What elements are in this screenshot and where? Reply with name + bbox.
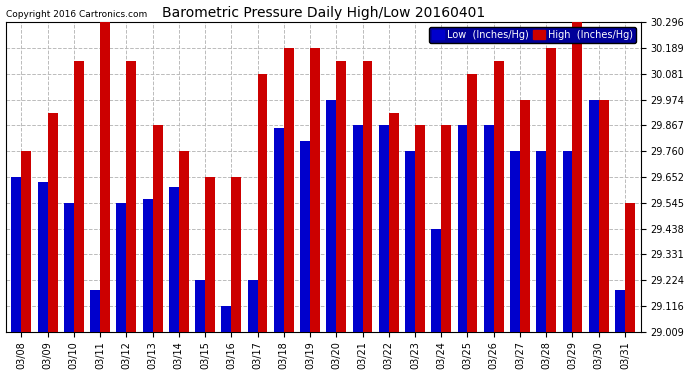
Title: Barometric Pressure Daily High/Low 20160401: Barometric Pressure Daily High/Low 20160…: [161, 6, 485, 20]
Bar: [195, 280, 205, 332]
Bar: [494, 61, 504, 332]
Bar: [257, 74, 268, 332]
Bar: [63, 203, 74, 332]
Bar: [284, 48, 294, 332]
Bar: [599, 100, 609, 332]
Bar: [510, 151, 520, 332]
Bar: [90, 290, 100, 332]
Bar: [248, 280, 257, 332]
Bar: [573, 22, 582, 332]
Legend: Low  (Inches/Hg), High  (Inches/Hg): Low (Inches/Hg), High (Inches/Hg): [429, 27, 636, 43]
Bar: [457, 125, 468, 332]
Bar: [126, 61, 136, 332]
Bar: [300, 141, 310, 332]
Bar: [310, 48, 320, 332]
Bar: [546, 48, 556, 332]
Bar: [336, 61, 346, 332]
Bar: [441, 125, 451, 332]
Bar: [274, 128, 284, 332]
Bar: [48, 112, 57, 332]
Bar: [405, 151, 415, 332]
Bar: [11, 177, 21, 332]
Bar: [221, 306, 231, 332]
Bar: [143, 199, 152, 332]
Bar: [379, 125, 388, 332]
Bar: [589, 100, 599, 332]
Bar: [536, 151, 546, 332]
Bar: [100, 22, 110, 332]
Bar: [37, 182, 48, 332]
Bar: [484, 125, 494, 332]
Bar: [415, 125, 425, 332]
Bar: [388, 112, 399, 332]
Bar: [562, 151, 573, 332]
Text: Copyright 2016 Cartronics.com: Copyright 2016 Cartronics.com: [6, 10, 147, 19]
Bar: [468, 74, 477, 332]
Bar: [179, 151, 189, 332]
Bar: [21, 151, 31, 332]
Bar: [231, 177, 241, 332]
Bar: [326, 100, 336, 332]
Bar: [353, 125, 362, 332]
Bar: [615, 290, 625, 332]
Bar: [205, 177, 215, 332]
Bar: [431, 228, 441, 332]
Bar: [520, 100, 530, 332]
Bar: [117, 203, 126, 332]
Bar: [169, 188, 179, 332]
Bar: [152, 125, 163, 332]
Bar: [362, 61, 373, 332]
Bar: [625, 203, 635, 332]
Bar: [74, 61, 83, 332]
